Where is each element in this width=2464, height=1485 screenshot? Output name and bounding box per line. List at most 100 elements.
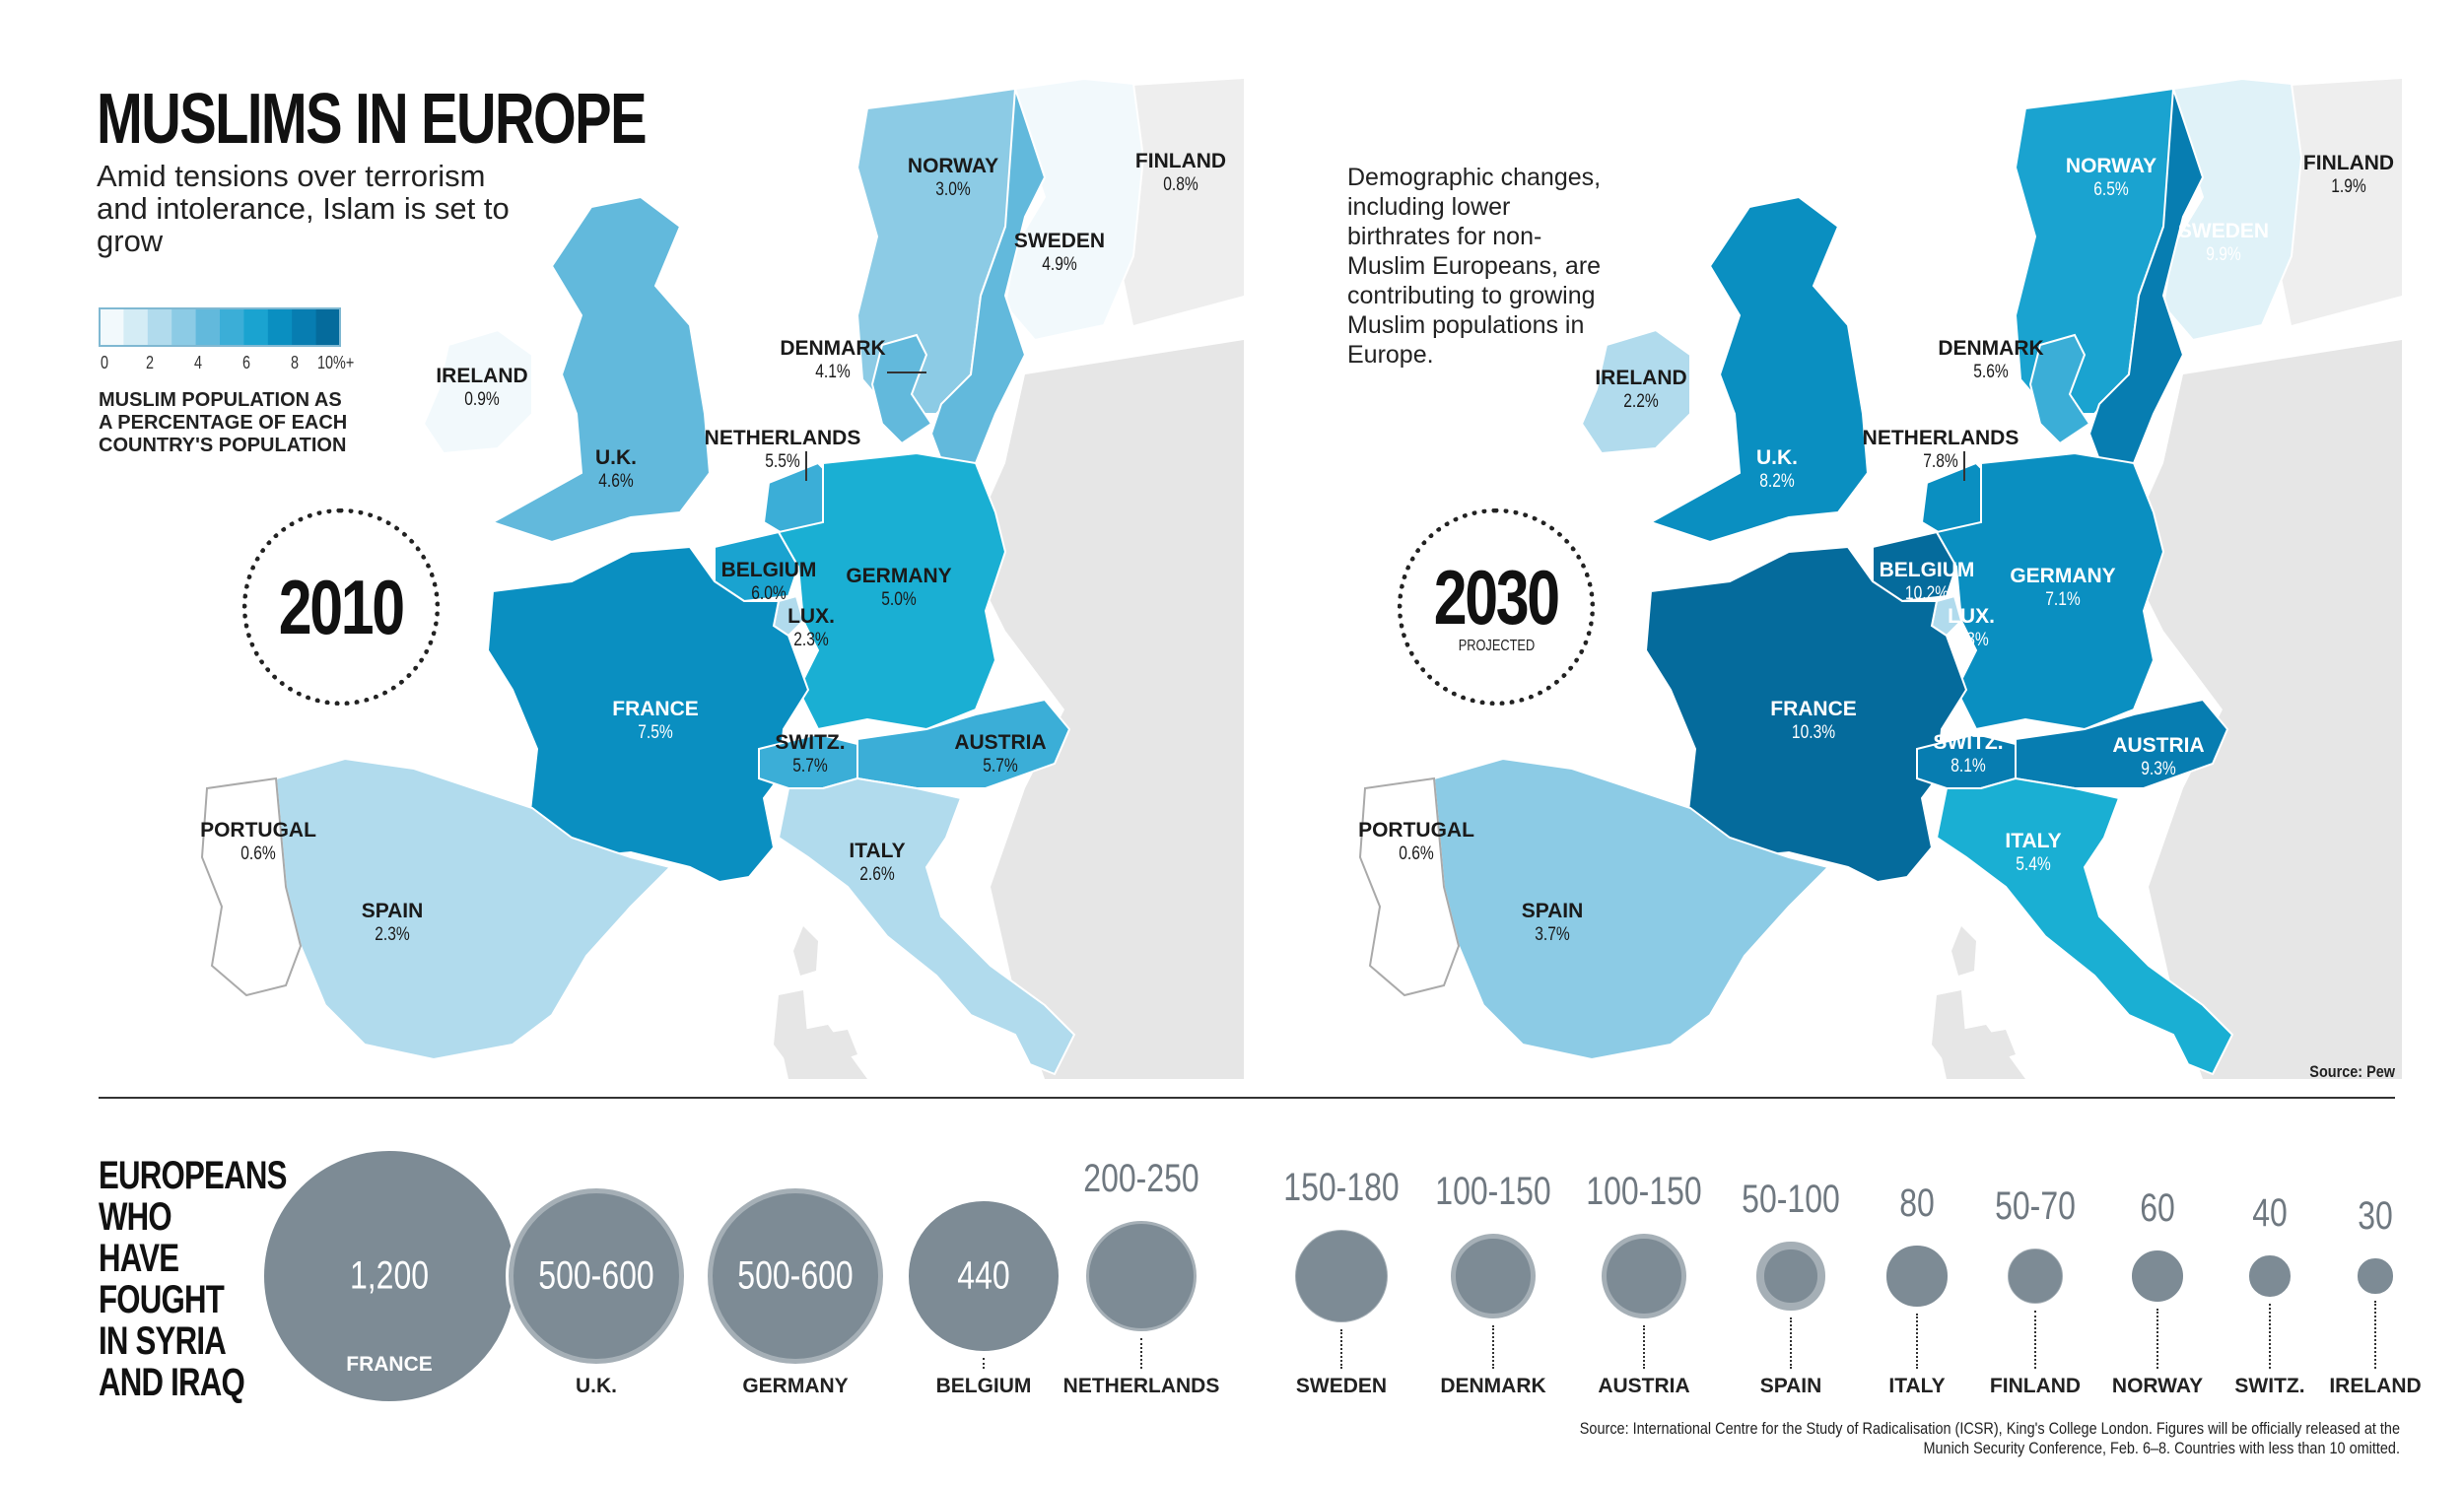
bubble-value: 60 xyxy=(2140,1185,2175,1230)
map-source: Source: Pew xyxy=(2309,1062,2395,1081)
label-2010-uk: U.K. 4.6% xyxy=(595,446,637,492)
bubble-value: 30 xyxy=(2358,1194,2393,1239)
bubble-inner xyxy=(1456,1239,1531,1314)
bubble-country-label: NETHERLANDS xyxy=(1062,1375,1220,1397)
country-2030-spain xyxy=(1432,757,1830,1061)
legend-swatch xyxy=(315,308,341,346)
bubble-value: 440 xyxy=(957,1253,1010,1298)
bubble-value: 200-250 xyxy=(1083,1156,1199,1200)
country-2030-italy xyxy=(1935,776,2234,1076)
label-2030-spain: SPAIN 3.7% xyxy=(1521,900,1584,945)
bubble-italy xyxy=(1883,1243,1951,1310)
label-2010-norway: NORWAY 3.0% xyxy=(907,155,999,200)
country-2010-italy xyxy=(777,776,1076,1076)
bubble-leader xyxy=(2156,1309,2158,1369)
label-2030-denmark: DENMARK 5.6% xyxy=(1938,337,2044,382)
label-2010-germany: GERMANY 5.0% xyxy=(846,565,952,610)
label-2010-portugal: PORTUGAL 0.6% xyxy=(200,819,316,864)
bubble-country-label: BELGIUM xyxy=(935,1375,1032,1397)
bubble-country-label: U.K. xyxy=(576,1375,617,1397)
label-2010-netherlands: NETHERLANDS 5.5% xyxy=(704,427,861,472)
country-2030-denmark xyxy=(2028,333,2091,445)
label-2010-finland: FINLAND 0.8% xyxy=(1134,150,1227,195)
bubble-value: 500-600 xyxy=(538,1253,654,1298)
bubble-country-label: GERMANY xyxy=(742,1375,849,1397)
legend-swatch xyxy=(123,308,149,346)
bubble-country-label: ITALY xyxy=(1888,1375,1946,1397)
label-2010-lux: LUX. 2.3% xyxy=(787,605,835,650)
legend-swatch xyxy=(147,308,172,346)
legend-swatch xyxy=(100,308,124,346)
bubble-leader xyxy=(1492,1324,1494,1369)
legend-swatch xyxy=(292,308,317,346)
bubble-value: 150-180 xyxy=(1283,1165,1400,1209)
legend-swatch xyxy=(171,308,197,346)
year-2010: 2010 xyxy=(279,564,405,650)
country-2010-ireland xyxy=(422,328,533,455)
legend-tick: 10%+ xyxy=(317,353,355,372)
legend-label: MUSLIM POPULATION AS A PERCENTAGE OF EAC… xyxy=(99,389,348,456)
label-2030-finland: FINLAND 1.9% xyxy=(2302,152,2395,197)
label-2010-italy: ITALY 2.6% xyxy=(849,840,906,885)
country-2010-spain xyxy=(274,757,672,1061)
label-2030-germany: GERMANY 7.1% xyxy=(2010,565,2116,610)
label-2010-belgium: BELGIUM 6.0% xyxy=(720,559,817,604)
label-2030-belgium: BELGIUM 10.2% xyxy=(1879,559,1975,604)
label-2030-portugal: PORTUGAL 0.6% xyxy=(1358,819,1474,864)
bubble-switz xyxy=(2246,1252,2293,1300)
projected-label: PROJECTED xyxy=(1458,638,1535,654)
bubble-leader xyxy=(1340,1329,1342,1369)
bubble-country-label: FINLAND xyxy=(1989,1375,2082,1397)
bubble-inner xyxy=(1296,1231,1387,1321)
bubble-inner xyxy=(513,1193,679,1359)
country-2010-portugal xyxy=(200,776,303,997)
bubble-value: 100-150 xyxy=(1435,1170,1551,1214)
label-2030-france: FRANCE 10.3% xyxy=(1770,698,1857,743)
fighters-source: Source: International Centre for the Stu… xyxy=(1579,1419,2400,1457)
color-legend xyxy=(99,307,341,347)
subtitle: Amid tensions over terrorism and intoler… xyxy=(97,159,510,258)
legend-tick: 0 xyxy=(101,353,109,372)
label-2010-austria: AUSTRIA 5.7% xyxy=(954,731,1047,776)
label-2010-sweden: SWEDEN 4.9% xyxy=(1013,230,1106,275)
bubble-value: 40 xyxy=(2252,1191,2288,1236)
label-2030-italy: ITALY 5.4% xyxy=(2005,830,2062,875)
bubble-country-label: AUSTRIA xyxy=(1598,1375,1690,1397)
legend-swatch xyxy=(220,308,244,346)
bubble-value: 80 xyxy=(1899,1181,1935,1226)
year-2030: 2030 xyxy=(1434,554,1560,641)
bubble-leader xyxy=(2269,1303,2271,1369)
country-2010-finland xyxy=(1003,77,1145,342)
label-2030-sweden: SWEDEN 9.9% xyxy=(2177,220,2270,265)
bubble-leader xyxy=(1916,1313,1918,1369)
label-2030-netherlands: NETHERLANDS 7.8% xyxy=(1862,427,2019,472)
country-2030-finland xyxy=(2161,77,2303,342)
bubble-inner xyxy=(1764,1249,1817,1303)
legend-tick: 4 xyxy=(194,353,203,372)
bubble-country-label: NORWAY xyxy=(2111,1375,2204,1397)
bubble-inner xyxy=(713,1193,878,1359)
bubble-leader xyxy=(2374,1300,2376,1369)
bubble-leader xyxy=(983,1357,985,1369)
bubble-value: 50-100 xyxy=(1742,1178,1840,1222)
bubble-inner xyxy=(2009,1249,2062,1303)
country-2030-germany xyxy=(1935,451,2165,731)
bubble-country-label: FRANCE xyxy=(346,1353,433,1376)
bubble-inner xyxy=(1607,1239,1681,1314)
legend-swatch xyxy=(195,308,221,346)
bubble-france xyxy=(261,1148,517,1404)
map-2030 xyxy=(1358,77,2402,1079)
bubble-leader xyxy=(2034,1311,2036,1369)
bubble-inner xyxy=(1088,1223,1195,1329)
year-badge-2010: 2010 xyxy=(242,508,440,706)
section-divider xyxy=(99,1097,2395,1099)
bubble-country-label: SWEDEN xyxy=(1295,1375,1388,1397)
maps-canvas xyxy=(200,77,2402,1079)
bubble-value: 100-150 xyxy=(1586,1170,1702,1214)
map-2010 xyxy=(200,77,1244,1079)
demographic-note: Demographic changes, including lower bir… xyxy=(1347,164,1602,369)
legend-swatch xyxy=(267,308,293,346)
country-2030-portugal xyxy=(1358,776,1461,997)
country-2010-uk xyxy=(490,195,712,544)
bubble-norway xyxy=(2128,1247,2187,1306)
